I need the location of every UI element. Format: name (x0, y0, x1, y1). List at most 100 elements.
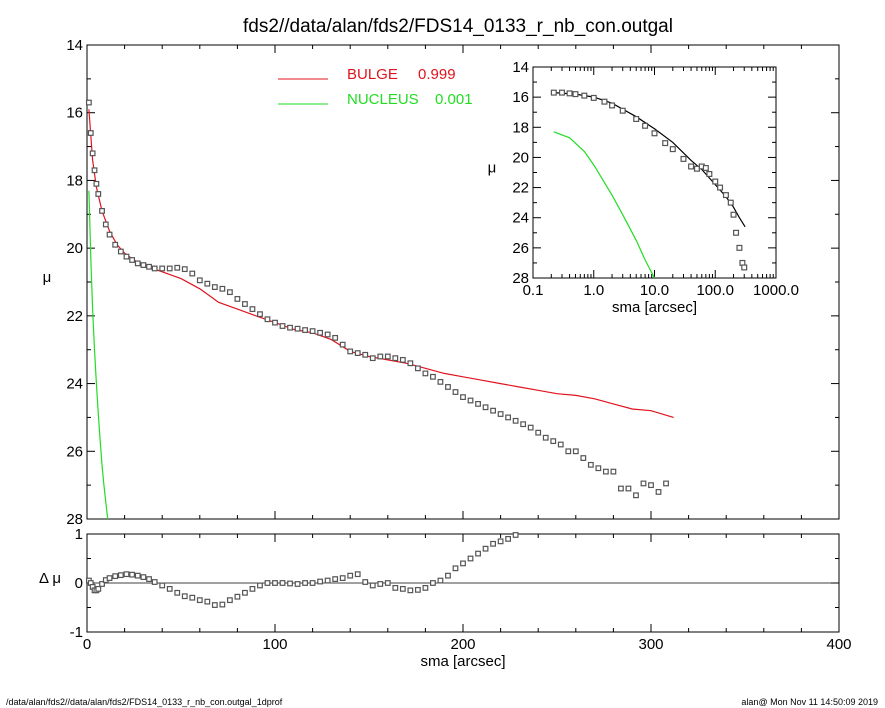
data-point (566, 90, 573, 97)
y-tick-label: 24 (66, 376, 83, 393)
footer-left: /data/alan/fds2//data/alan/fds2/FDS14_01… (6, 697, 283, 707)
x-tick-label: 100.0 (696, 282, 734, 299)
y-tick-label: 16 (66, 105, 83, 122)
data-point (87, 130, 94, 136)
data-point (712, 178, 719, 185)
x-tick-label: 300 (638, 636, 663, 653)
data-point (302, 580, 308, 586)
x-tick-label: 1.0 (583, 282, 604, 299)
data-point (189, 594, 196, 601)
data-point (166, 585, 173, 592)
data-point (264, 580, 271, 586)
data-point (625, 485, 632, 492)
data-point (384, 580, 391, 586)
data-point (565, 448, 572, 455)
data-point (490, 407, 496, 414)
data-point (332, 334, 339, 341)
data-point (294, 581, 301, 587)
data-point (663, 480, 669, 487)
data-point (204, 598, 211, 605)
data-point (414, 586, 421, 593)
data-point (302, 327, 308, 333)
data-point (482, 404, 489, 411)
data-point (497, 411, 504, 417)
data-point (99, 208, 105, 214)
data-point (369, 582, 376, 589)
data-point (693, 165, 700, 172)
data-point (688, 163, 695, 170)
data-point (601, 98, 608, 105)
y-axis-label: Δ μ (39, 570, 61, 587)
data-point (595, 465, 602, 472)
data-point (362, 579, 369, 585)
data-point (520, 421, 527, 428)
data-point (287, 580, 293, 587)
data-point (407, 360, 414, 367)
data-point (452, 389, 459, 395)
data-point (727, 199, 734, 206)
data-point (117, 572, 124, 579)
data-point (354, 350, 361, 356)
y-axis-label: μ (43, 269, 52, 286)
data-point (242, 589, 248, 596)
data-point (196, 277, 203, 284)
data-point (324, 577, 331, 584)
x-tick-label: 10.0 (640, 282, 669, 299)
data-point (294, 325, 301, 332)
data-point (467, 397, 474, 404)
data-point (482, 545, 489, 552)
data-point (95, 585, 102, 592)
data-point (590, 94, 597, 101)
data-point (741, 264, 748, 271)
data-point (112, 573, 119, 580)
data-point (505, 535, 512, 542)
data-point (181, 593, 188, 600)
data-point (102, 221, 109, 228)
data-point (242, 301, 248, 307)
data-point (414, 365, 421, 372)
y-tick-label: 18 (512, 119, 529, 136)
data-point (475, 550, 481, 557)
data-point (558, 89, 565, 96)
data-point (706, 171, 713, 178)
data-point (287, 324, 293, 331)
data-point (527, 424, 534, 431)
data-point (422, 370, 429, 377)
data-point (619, 107, 626, 114)
data-point (618, 485, 624, 492)
data-point (490, 540, 496, 547)
data-point (219, 601, 226, 608)
y-tick-label: 16 (512, 89, 529, 106)
data-point (347, 348, 354, 355)
data-point (445, 384, 451, 390)
series-line (553, 92, 746, 228)
y-tick-label: 14 (512, 59, 529, 76)
data-point (99, 581, 105, 587)
data-point (159, 265, 166, 272)
data-point (317, 329, 324, 336)
data-point (129, 257, 136, 263)
series-line (88, 109, 674, 418)
data-point (146, 576, 152, 582)
data-point (219, 285, 226, 292)
data-point (174, 589, 181, 596)
data-point (189, 270, 196, 277)
data-point (257, 311, 263, 318)
data-point (430, 373, 436, 380)
data-point (452, 565, 459, 572)
data-point (669, 146, 676, 153)
data-point (140, 262, 147, 268)
data-point (587, 461, 594, 468)
x-tick-label: 1000.0 (753, 282, 799, 299)
footer-right: alan@ Mon Nov 11 14:50:09 2019 (741, 697, 878, 707)
data-point (633, 492, 639, 499)
data-point (422, 584, 429, 591)
data-point (257, 582, 263, 589)
data-point (437, 378, 444, 385)
data-point (609, 102, 616, 109)
data-point (117, 248, 124, 255)
data-point (234, 296, 241, 302)
data-point (717, 184, 724, 191)
y-tick-label: 18 (66, 172, 83, 189)
legend-bulge-name: BULGE (347, 66, 398, 83)
